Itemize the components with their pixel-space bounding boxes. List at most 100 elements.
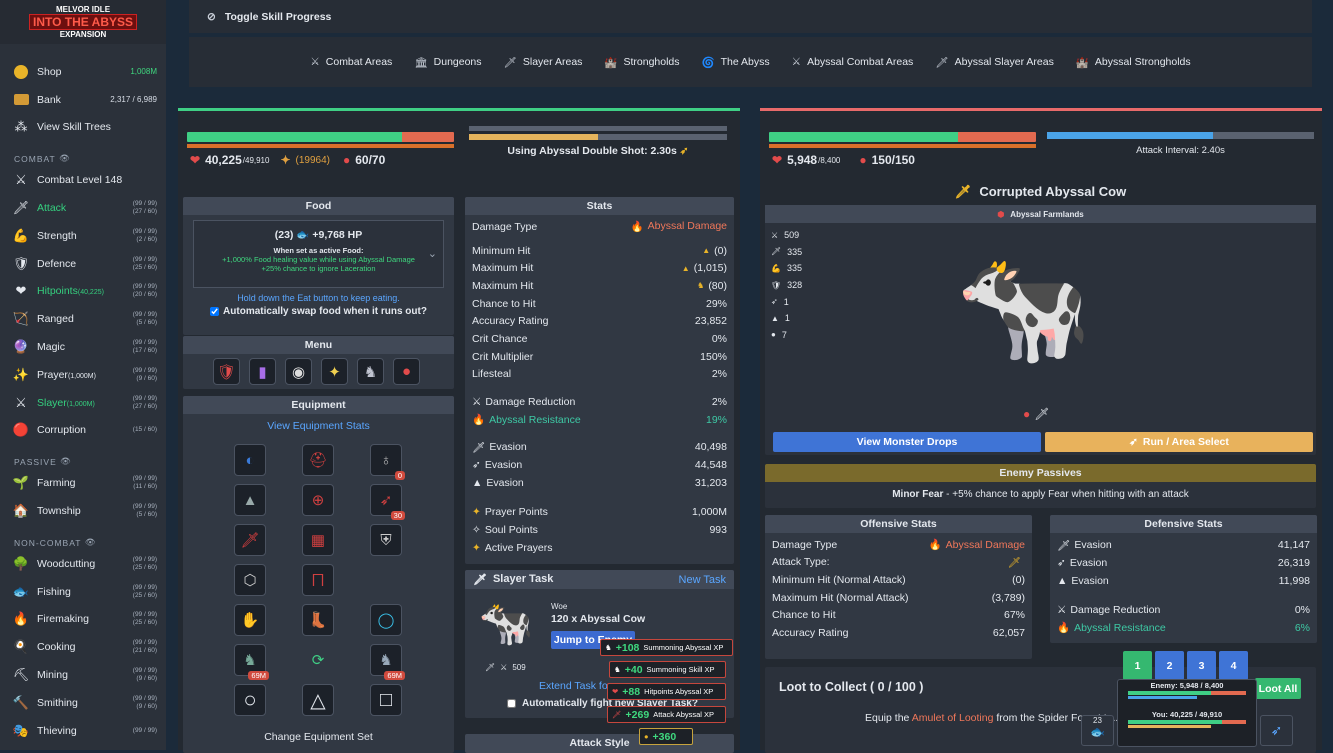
- auto-slayer-checkbox[interactable]: [507, 699, 516, 708]
- sidebar-item-skill[interactable]: 🌱 Farming (99 / 99) (11 / 60): [0, 469, 166, 497]
- square-set-icon[interactable]: □: [370, 684, 402, 716]
- gloves-slot-icon[interactable]: ✋: [234, 604, 266, 636]
- triangle-set-icon[interactable]: △: [302, 684, 334, 716]
- sidebar-item-skill[interactable]: 🗡 Attack (99 / 99) (27 / 60): [0, 194, 166, 222]
- noncombat-section-header[interactable]: NON-COMBAT 👁: [0, 525, 166, 550]
- new-task-link[interactable]: New Task: [678, 573, 726, 586]
- area-tab[interactable]: 🌀 The Abyss: [702, 56, 770, 69]
- boots-slot-icon[interactable]: 👢: [302, 604, 334, 636]
- view-monster-drops-button[interactable]: View Monster Drops: [773, 432, 1041, 452]
- player-attack-progress: [469, 134, 727, 140]
- toggle-skill-progress-bar[interactable]: ⊘ Toggle Skill Progress: [189, 0, 1312, 33]
- skill-icon: ⛏: [12, 667, 30, 683]
- menu-summoning-icon[interactable]: ♞: [357, 358, 384, 385]
- ring-slot-icon[interactable]: ◯: [370, 604, 402, 636]
- summon2-slot-icon[interactable]: ♞ 69M: [370, 644, 405, 680]
- sidebar-item-skill[interactable]: ❤ Hitpoints(40,225) (99 / 99) (20 / 60): [0, 278, 166, 306]
- sidebar-item-skill[interactable]: 🏠 Township (99 / 99) (5 / 60): [0, 497, 166, 525]
- passive-section-header[interactable]: PASSIVE 👁: [0, 444, 166, 469]
- amulet2-slot-icon[interactable]: ⊕: [302, 484, 334, 516]
- sidebar-item-shop[interactable]: Shop 1,008M: [0, 58, 166, 86]
- tab-4[interactable]: 4: [1219, 651, 1248, 680]
- sidebar-item-bank[interactable]: Bank 2,317 / 6,989: [0, 86, 166, 114]
- view-equipment-stats-link[interactable]: View Equipment Stats: [267, 420, 370, 432]
- tab-3[interactable]: 3: [1187, 651, 1216, 680]
- defensive-stats-box: Defensive Stats 🗡 Evasion 41,147 ➶ Evasion 26…: [1050, 515, 1317, 643]
- ammo-slot-icon[interactable]: ➶ 30: [370, 484, 405, 520]
- sidebar-item-skill[interactable]: 🌳 Woodcutting (99 / 99) (25 / 60): [0, 550, 166, 578]
- area-tab[interactable]: 🏛 Dungeons: [414, 56, 481, 69]
- damage-reduction-icon: ⚔: [1057, 603, 1067, 616]
- area-tab[interactable]: 🗡 Abyssal Slayer Areas: [935, 56, 1054, 69]
- food-select[interactable]: (23) 🐟 +9,768 HP When set as active Food…: [193, 220, 444, 288]
- sidebar-item-skill[interactable]: ⛏ Mining (99 / 99) (9 / 60): [0, 661, 166, 689]
- sidebar-item-skill[interactable]: ⚔ Combat Level 148: [0, 166, 166, 194]
- amulet-slot-icon[interactable]: ♁ 0: [370, 444, 405, 480]
- helmet-slot-icon[interactable]: ⛑: [302, 444, 334, 476]
- player-hp-max: /49,910: [242, 155, 270, 165]
- body-slot-icon[interactable]: ▦: [302, 524, 334, 556]
- sidebar-item-label: Thieving: [37, 724, 77, 737]
- sidebar-item-skill-trees[interactable]: ⁂ View Skill Trees: [0, 114, 166, 142]
- sidebar-item-skill[interactable]: 🔴 Corruption (15 / 60): [0, 417, 166, 445]
- slayer-level-row: 🗡 ⚔ 509: [485, 663, 526, 672]
- sidebar-item-skill[interactable]: 🎭 Thieving (99 / 99): [0, 717, 166, 745]
- circle-set-icon[interactable]: ○: [234, 684, 266, 716]
- stat-row: Chance to Hit 29%: [465, 295, 734, 313]
- sidebar-item-skill[interactable]: 🔮 Magic (99 / 99) (17 / 60): [0, 333, 166, 361]
- shield-slot-icon[interactable]: ⛨: [370, 524, 402, 556]
- area-tab[interactable]: ⚔ Abyssal Combat Areas: [792, 56, 914, 68]
- xp-toast: ♞ +40 Summoning Skill XP: [609, 661, 726, 678]
- sidebar-item-skill[interactable]: 🏹 Ranged (99 / 99) (5 / 60): [0, 305, 166, 333]
- tab-label: 1: [1134, 659, 1141, 672]
- mini-food-fish-icon: 🐟: [1090, 725, 1105, 739]
- sidebar-item-skill[interactable]: 🐟 Fishing (99 / 99) (25 / 60): [0, 578, 166, 606]
- loot-hint-pre: Equip the: [865, 712, 912, 724]
- mini-eat-button[interactable]: 23 🐟: [1081, 715, 1114, 746]
- menu-prayer-book-icon[interactable]: ▮: [249, 358, 276, 385]
- skill-level: (99 / 99): [132, 639, 157, 647]
- level-icon: ▲: [771, 313, 779, 323]
- skill-icon: 🌱: [12, 475, 30, 491]
- auto-swap-food-checkbox[interactable]: [210, 307, 220, 316]
- offensive-stat-row: Accuracy Rating 62,057: [765, 624, 1032, 642]
- area-tab[interactable]: 🗡 Slayer Areas: [504, 56, 583, 69]
- sidebar-item-skill[interactable]: ✨ Prayer(1,000M) (99 / 99) (9 / 60): [0, 361, 166, 389]
- menu-spellbook-icon[interactable]: ◉: [285, 358, 312, 385]
- tab-1[interactable]: 1: [1123, 651, 1152, 680]
- stat-label: Crit Multiplier: [472, 350, 534, 363]
- weapon-slot-icon[interactable]: 🗡: [234, 524, 266, 556]
- loot-all-button[interactable]: Loot All: [1255, 678, 1301, 699]
- empty-slot-icon[interactable]: ⬡: [234, 564, 266, 596]
- area-tab[interactable]: 🏰 Strongholds: [604, 56, 679, 69]
- sidebar-item-skill[interactable]: 🔨 Smithing (99 / 99) (9 / 60): [0, 689, 166, 717]
- tab-label: 3: [1198, 659, 1205, 672]
- mini-run-button[interactable]: ➶: [1260, 715, 1293, 746]
- sidebar-item-skill[interactable]: 🔥 Firemaking (99 / 99) (25 / 60): [0, 606, 166, 634]
- extend-task-link[interactable]: Extend Task for: [539, 680, 612, 692]
- game-logo[interactable]: MELVOR IDLE INTO THE ABYSS EXPANSION: [0, 0, 166, 44]
- menu-bag-icon[interactable]: 🛡: [213, 358, 240, 385]
- area-tab[interactable]: ⚔ Combat Areas: [310, 56, 392, 68]
- sidebar-item-skill[interactable]: ⚔ Slayer(1,000M) (99 / 99) (27 / 60): [0, 389, 166, 417]
- summon1-slot-icon[interactable]: ♞ 69M: [234, 644, 269, 680]
- swap-summon-icon[interactable]: ⟳: [311, 652, 325, 669]
- menu-corruption-icon[interactable]: ●: [393, 358, 420, 385]
- xp-toast: 🗡 +269 Attack Abyssal XP: [607, 706, 726, 723]
- run-area-select-button[interactable]: ➶ Run / Area Select: [1045, 432, 1313, 452]
- cape-slot-icon[interactable]: ◐: [234, 444, 266, 476]
- bank-icon: [12, 91, 30, 109]
- tab-2[interactable]: 2: [1155, 651, 1184, 680]
- sidebar-item-skill[interactable]: 🍳 Cooking (99 / 99) (21 / 60): [0, 633, 166, 661]
- cape2-slot-icon[interactable]: ▲: [234, 484, 266, 516]
- sidebar-item-skill[interactable]: 🛡 Defence (99 / 99) (25 / 60): [0, 250, 166, 278]
- toast-value: +360: [652, 730, 677, 743]
- sidebar-item-skill[interactable]: 💪 Strength (99 / 99) (2 / 60): [0, 222, 166, 250]
- skill-level: (99 / 99): [132, 227, 157, 235]
- area-tab[interactable]: 🏰 Abyssal Strongholds: [1076, 56, 1191, 69]
- combat-section-header[interactable]: COMBAT 👁: [0, 141, 166, 166]
- menu-ancient-icon[interactable]: ✦: [321, 358, 348, 385]
- loot-all-label: Loot All: [1258, 682, 1298, 695]
- legs-slot-icon[interactable]: ⨅: [302, 564, 334, 596]
- stat-value: 29%: [705, 297, 727, 310]
